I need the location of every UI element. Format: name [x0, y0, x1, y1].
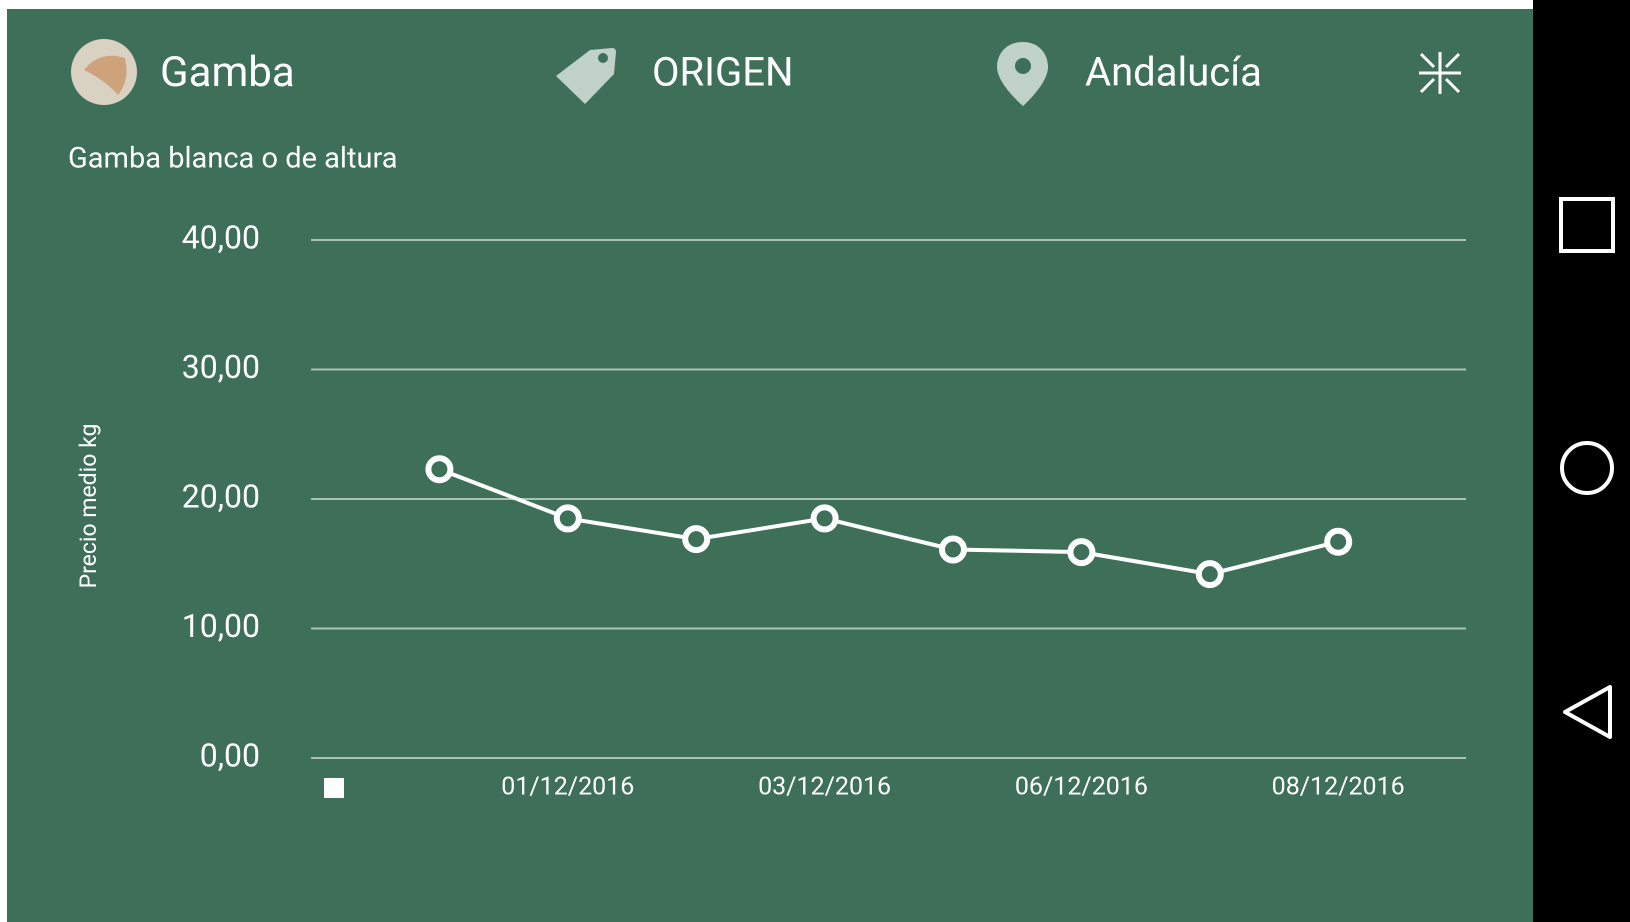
- pin-hole: [1015, 58, 1031, 74]
- y-tick-label: 30,00: [182, 348, 260, 386]
- y-tick-label: 10,00: [182, 607, 260, 645]
- x-tick-label: 03/12/2016: [758, 773, 891, 802]
- data-point: [942, 539, 964, 561]
- data-point: [1070, 541, 1092, 563]
- y-tick-label: 40,00: [182, 218, 260, 256]
- data-point: [557, 507, 579, 529]
- chart-title: Gamba blanca o de altura: [68, 142, 397, 176]
- legend-swatch: [324, 778, 344, 798]
- species-title[interactable]: Gamba: [160, 48, 295, 97]
- data-point: [1327, 531, 1349, 553]
- region-label[interactable]: Andalucía: [1085, 49, 1262, 96]
- page: Gamba ORIGEN Andalucía Gamba blanca o de…: [0, 0, 1630, 922]
- y-tick-label: 0,00: [200, 736, 260, 774]
- y-axis-label: Precio medio kg: [75, 424, 102, 589]
- data-point: [428, 458, 450, 480]
- filter-label[interactable]: ORIGEN: [652, 49, 794, 96]
- y-tick-label: 20,00: [182, 477, 260, 515]
- x-tick-label: 08/12/2016: [1272, 773, 1405, 802]
- x-tick-label: 06/12/2016: [1015, 773, 1148, 802]
- data-point: [1199, 563, 1221, 585]
- x-tick-label: 01/12/2016: [501, 773, 634, 802]
- nav-bar: [1533, 0, 1630, 922]
- collapse-icon[interactable]: [1419, 52, 1461, 94]
- screen: Gamba ORIGEN Andalucía Gamba blanca o de…: [0, 0, 1630, 922]
- data-point: [814, 507, 836, 529]
- data-point: [685, 528, 707, 550]
- tag-hole: [598, 53, 608, 63]
